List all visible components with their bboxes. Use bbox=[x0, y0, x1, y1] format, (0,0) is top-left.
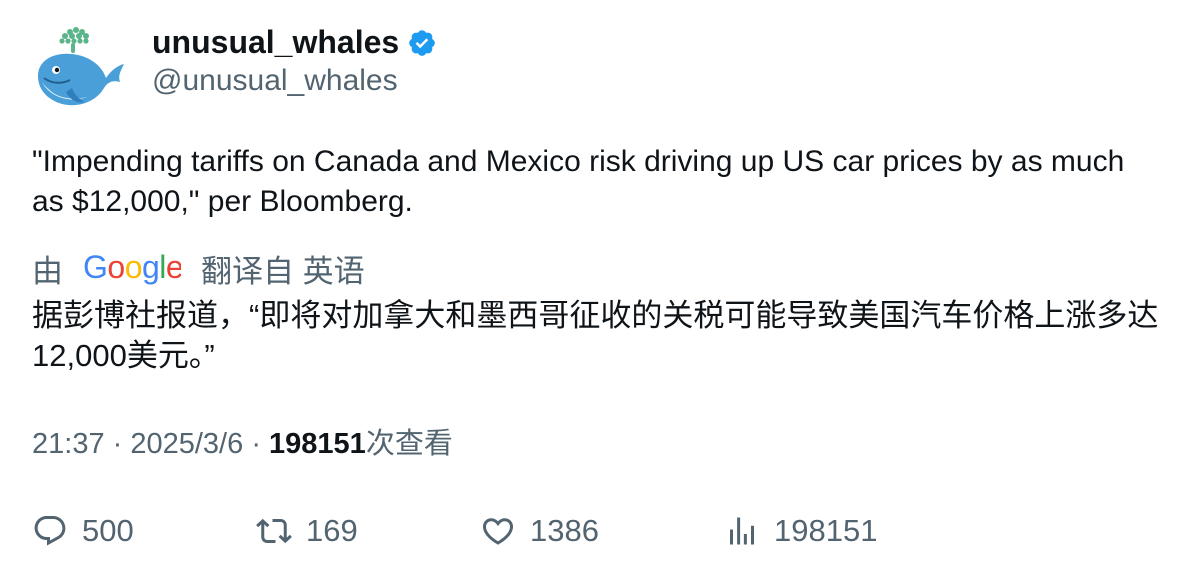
retweet-count: 169 bbox=[306, 513, 358, 548]
avatar[interactable] bbox=[32, 26, 128, 112]
translated-from-label[interactable]: 翻译自 英语 bbox=[201, 253, 365, 289]
heart-icon bbox=[482, 518, 514, 545]
like-button[interactable]: 1386 bbox=[480, 506, 599, 556]
reply-button[interactable]: 500 bbox=[32, 506, 134, 556]
analytics-icon bbox=[730, 517, 754, 545]
svg-text:Google: Google bbox=[83, 250, 181, 285]
display-name[interactable]: unusual_whales bbox=[152, 24, 400, 60]
translated-by-label: 由 bbox=[32, 253, 63, 289]
action-bar: 500 169 1386 198151 bbox=[0, 506, 1196, 556]
author-handle[interactable]: @unusual_whales bbox=[152, 64, 398, 97]
views-label: 次查看 bbox=[365, 428, 453, 460]
meta-separator: · bbox=[112, 428, 131, 460]
google-logo-icon: Google bbox=[83, 249, 184, 286]
views-button[interactable]: 198151 bbox=[724, 506, 877, 556]
tweet-text: "Impending tariffs on Canada and Mexico … bbox=[32, 145, 1125, 218]
retweet-icon bbox=[256, 518, 292, 544]
verified-badge-icon[interactable] bbox=[407, 28, 437, 58]
tweet-time[interactable]: 21:37 bbox=[32, 428, 105, 460]
whale-icon bbox=[38, 27, 124, 106]
like-count: 1386 bbox=[530, 513, 599, 548]
translated-text: 据彭博社报道，“即将对加拿大和墨西哥征收的关税可能导致美国汽车价格上涨多达12,… bbox=[32, 298, 1159, 373]
reply-icon bbox=[34, 516, 66, 546]
retweet-button[interactable]: 169 bbox=[256, 506, 358, 556]
tweet-date[interactable]: 2025/3/6 bbox=[130, 428, 244, 460]
reply-count: 500 bbox=[82, 513, 134, 548]
tweet-meta: 21:37 · 2025/3/6 · 198151次查看 bbox=[32, 424, 453, 464]
meta-separator: · bbox=[251, 428, 270, 460]
views-count: 198151 bbox=[269, 428, 366, 460]
translation-attribution: 由 Google 翻译自 英语 bbox=[32, 246, 365, 290]
views-action-count: 198151 bbox=[774, 513, 878, 548]
author-name-row: unusual_whales bbox=[152, 22, 437, 62]
